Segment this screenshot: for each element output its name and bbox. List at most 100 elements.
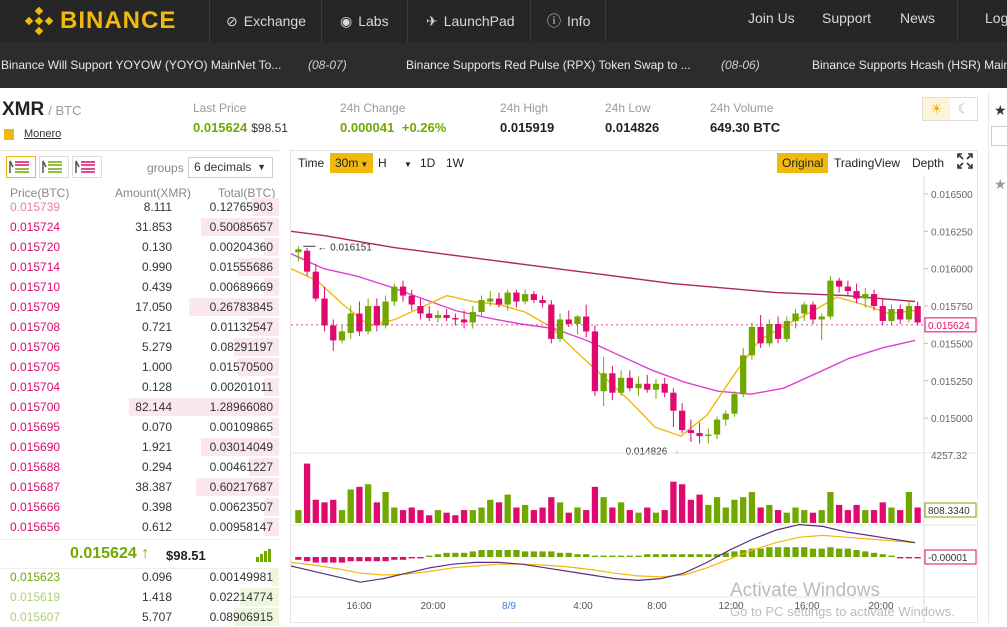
nav-divider <box>957 0 958 42</box>
nav-login[interactable]: Log <box>985 10 1007 26</box>
nav-labs[interactable]: ◉ Labs <box>340 0 389 42</box>
ask-row[interactable]: 0.015656 0.612 0.00958147 <box>0 517 279 537</box>
candle-body <box>478 300 485 313</box>
ask-row[interactable]: 0.015724 31.853 0.50085657 <box>0 217 279 237</box>
ask-row[interactable]: 0.015666 0.398 0.00623507 <box>0 497 279 517</box>
ask-row[interactable]: 0.015687 38.387 0.60217687 <box>0 477 279 497</box>
ask-row[interactable]: 0.015708 0.721 0.01132547 <box>0 317 279 337</box>
ask-row[interactable]: 0.015705 1.000 0.01570500 <box>0 357 279 377</box>
candle-body <box>469 312 476 323</box>
nav-news[interactable]: News <box>900 10 936 26</box>
view-original[interactable]: Original <box>777 153 829 173</box>
depth-bar <box>189 298 279 316</box>
nav-join-us[interactable]: Join Us <box>748 10 795 26</box>
candle-body <box>696 433 703 437</box>
volume-bar <box>399 510 407 523</box>
moon-icon[interactable]: ☾ <box>957 101 970 116</box>
search-input[interactable] <box>991 126 1007 146</box>
ask-row[interactable]: 0.015704 0.128 0.00201011 <box>0 377 279 397</box>
nav-exchange[interactable]: ⊘ Exchange <box>226 0 306 42</box>
nav-launchpad[interactable]: ✈ LaunchPad <box>426 0 515 42</box>
star-icon[interactable]: ★ <box>994 176 1007 192</box>
view-depth[interactable]: Depth <box>912 156 945 170</box>
decimals-select[interactable]: 6 decimals ▼ <box>188 157 273 178</box>
fullscreen-icon[interactable] <box>952 153 978 173</box>
view-asks-icon[interactable] <box>72 156 102 178</box>
volume-bar <box>417 510 424 523</box>
candle-body <box>303 250 311 272</box>
row-total: 1.28966080 <box>209 400 273 414</box>
ask-row[interactable]: 0.015709 17.050 0.26783845 <box>0 297 279 317</box>
volume-bar <box>487 499 494 523</box>
candle-body <box>330 325 337 341</box>
candle-body <box>321 298 328 326</box>
ask-row[interactable]: 0.015714 0.990 0.01555686 <box>0 257 279 277</box>
macd-bar <box>713 554 721 557</box>
row-price: 0.015708 <box>10 320 61 334</box>
row-price: 0.015688 <box>10 460 61 474</box>
macd-bar <box>600 555 607 557</box>
y-tick-label: 0.015500 <box>931 339 973 350</box>
right-sidebar: ★ ★ <box>988 92 1007 623</box>
candle-body <box>792 313 799 321</box>
interval-time[interactable]: Time <box>298 156 325 170</box>
macd-bar <box>521 551 529 557</box>
ask-row[interactable]: 0.015688 0.294 0.00461227 <box>0 457 279 477</box>
y-tick-label: 0.015000 <box>931 414 973 425</box>
book-last-price-value: 0.015624 <box>70 545 137 562</box>
interval-dropdown[interactable]: ▼ <box>397 153 417 173</box>
price-chart[interactable]: 0.016500 0.016250 0.016000 0.015750 0.015500… <box>291 175 977 622</box>
signal-bars-icon[interactable] <box>256 549 272 562</box>
ask-row[interactable]: 0.015739 8.111 0.12765903 <box>0 197 279 217</box>
coin-link[interactable]: Monero <box>4 128 61 140</box>
candle-body <box>783 320 790 339</box>
interval-30m[interactable]: 30m ▼ <box>330 153 374 173</box>
macd-bar <box>766 547 773 557</box>
binance-logo[interactable]: BINANCE <box>24 6 176 36</box>
ask-row[interactable]: 0.015706 5.279 0.08291197 <box>0 337 279 357</box>
row-total: 0.08906915 <box>209 610 273 624</box>
bid-row[interactable]: 0.015607 5.707 0.08906915 <box>0 607 279 627</box>
volume-bar <box>364 484 372 523</box>
ticker-item[interactable]: Binance Supports Red Pulse (RPX) Token S… <box>406 58 691 72</box>
view-tradingview[interactable]: TradingView <box>834 156 901 170</box>
bid-row[interactable]: 0.015619 1.418 0.02214774 <box>0 587 279 607</box>
ask-row[interactable]: 0.015695 0.070 0.00109865 <box>0 417 279 437</box>
x-tick-label: 12:00 <box>718 601 743 612</box>
ma-long-line <box>291 230 916 303</box>
volume-bar <box>722 507 729 523</box>
macd-bar <box>391 557 398 560</box>
candle-body <box>722 413 729 420</box>
ask-row[interactable]: 0.015720 0.130 0.00204360 <box>0 237 279 257</box>
ask-row[interactable]: 0.015690 1.921 0.03014049 <box>0 437 279 457</box>
volume-bar <box>888 507 895 523</box>
candle-body <box>687 430 695 434</box>
candle-body <box>818 316 825 320</box>
decimals-value: 6 decimals <box>194 160 252 174</box>
volume-bar <box>748 492 756 523</box>
row-amount: 0.990 <box>141 260 172 274</box>
ask-row[interactable]: 0.015710 0.439 0.00689669 <box>0 277 279 297</box>
x-tick-label: 4:00 <box>573 601 593 612</box>
volume-bar <box>774 510 782 523</box>
star-icon[interactable]: ★ <box>994 102 1007 118</box>
macd-bar <box>373 557 381 562</box>
view-bids-icon[interactable] <box>39 156 69 178</box>
nav-support[interactable]: Support <box>822 10 872 26</box>
nav-info[interactable]: ⓘ Info <box>547 0 590 42</box>
row-price: 0.015690 <box>10 440 61 454</box>
macd-bar <box>478 550 485 557</box>
top-nav: BINANCE ⊘ Exchange ◉ Labs ✈ LaunchPad ⓘ … <box>0 0 1007 42</box>
ticker-item[interactable]: Binance Will Support YOYOW (YOYO) MainNe… <box>1 58 282 72</box>
view-both-icon[interactable] <box>6 156 36 178</box>
ask-row[interactable]: 0.015700 82.144 1.28966080 <box>0 397 279 417</box>
bid-row[interactable]: 0.015623 0.096 0.00149981 <box>0 567 279 587</box>
depth-bar <box>264 378 279 396</box>
ticker-item[interactable]: Binance Supports Hcash (HSR) Mainn <box>812 58 1007 72</box>
interval-hour[interactable]: H <box>373 153 392 173</box>
interval-1w[interactable]: 1W <box>446 156 464 170</box>
interval-30m-label: 30m <box>335 156 359 170</box>
interval-1d[interactable]: 1D <box>420 156 436 170</box>
sun-icon[interactable]: ☀ <box>923 98 950 120</box>
macd-bar <box>626 555 633 557</box>
